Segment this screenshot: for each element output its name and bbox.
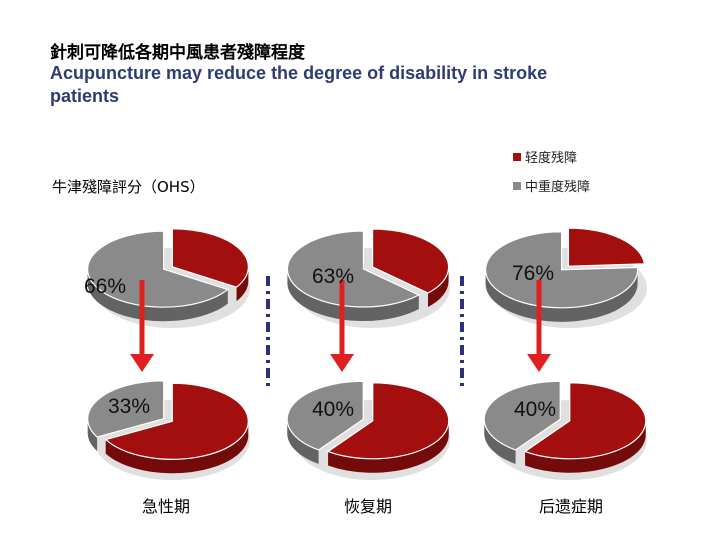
pie-side-severe-recovery-before	[287, 268, 419, 321]
legend-item-severe: 中重度残障	[513, 177, 591, 195]
pie-slice-severe-sequela-before	[485, 231, 639, 309]
pct-label-acute-before: 66%	[84, 275, 126, 298]
pie-slice-severe-sequela-after	[483, 380, 561, 451]
title-chinese: 針刺可降低各期中風患者殘障程度	[50, 43, 305, 63]
pie-side-severe-sequela-before	[485, 269, 638, 322]
pie-side-severe-acute-before	[87, 269, 228, 322]
pie-side-mild-recovery-before	[427, 267, 449, 308]
pie-side-severe-acute-after	[87, 418, 98, 452]
pie-slice-severe-recovery-before	[286, 230, 421, 308]
pie-slice-mild-recovery-before	[371, 228, 450, 294]
pct-label-recovery-before: 63%	[312, 265, 354, 288]
legend: 轻度残障 中重度残障	[513, 148, 590, 206]
pie-side-mild-acute-before	[236, 266, 249, 302]
arrow-head-sequela	[527, 354, 551, 372]
pie-slice-severe-recovery-after	[286, 380, 364, 451]
pie-slice-severe-acute-after	[87, 380, 165, 438]
pct-label-acute-after: 33%	[108, 395, 150, 418]
phase-label-recovery: 恢复期	[343, 497, 392, 516]
pct-label-sequela-after: 40%	[514, 398, 556, 421]
legend-swatch-severe	[513, 181, 521, 190]
legend-label-mild: 轻度残障	[525, 151, 578, 166]
pie-side-mild-sequela-after	[525, 420, 646, 473]
scale-label: 牛津殘障評分（OHS）	[52, 178, 205, 196]
pie-slice-mild-sequela-before	[567, 227, 645, 267]
pie-slice-mild-acute-after	[104, 382, 249, 460]
pie-slice-mild-recovery-after	[326, 382, 450, 460]
legend-swatch-mild	[513, 152, 521, 161]
pct-label-recovery-after: 40%	[312, 398, 354, 421]
pie-side-severe-sequela-after	[484, 419, 516, 464]
title-english: Acupuncture may reduce the degree of dis…	[50, 63, 548, 106]
arrow-head-recovery	[330, 354, 354, 372]
pie-side-mild-acute-after	[105, 421, 249, 474]
pie-slice-severe-acute-before	[87, 230, 230, 308]
pie-side-mild-recovery-after	[328, 420, 449, 473]
pie-slice-mild-acute-before	[171, 228, 249, 288]
legend-item-mild: 轻度残障	[513, 148, 590, 166]
pie-slice-mild-sequela-after	[523, 382, 647, 460]
arrow-head-acute	[130, 354, 154, 372]
legend-label-severe: 中重度残障	[525, 180, 591, 195]
phase-label-sequela: 后遗症期	[538, 497, 603, 516]
pie-side-severe-recovery-after	[287, 419, 319, 464]
phase-label-acute: 急性期	[141, 497, 190, 516]
pct-label-sequela-before: 76%	[512, 262, 554, 285]
